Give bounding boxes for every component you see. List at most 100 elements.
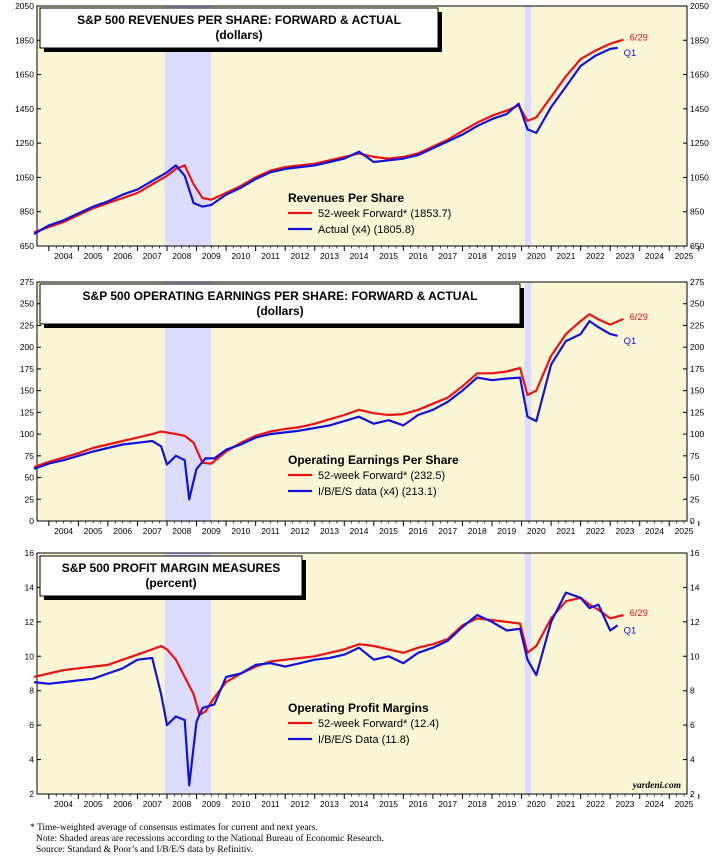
x-tick-label-2007: 2007 bbox=[143, 251, 162, 261]
y-tick-label-right: 225 bbox=[690, 320, 704, 330]
x-tick-label-2014: 2014 bbox=[350, 526, 369, 536]
x-tick-label-2006: 2006 bbox=[113, 251, 132, 261]
x-tick-label-2012: 2012 bbox=[290, 799, 309, 809]
series-line-forward bbox=[33, 38, 624, 234]
x-tick-label-2012: 2012 bbox=[290, 251, 309, 261]
series-line-actual bbox=[33, 46, 618, 235]
y-tick-label-left: 0 bbox=[29, 516, 34, 526]
x-tick-label-2017: 2017 bbox=[438, 799, 457, 809]
legend-label-actual: I/B/E/S Data (11.8) bbox=[318, 734, 410, 746]
x-tick-label-2008: 2008 bbox=[172, 251, 191, 261]
x-tick-label-2018: 2018 bbox=[468, 526, 487, 536]
y-tick-label-left: 1850 bbox=[15, 35, 34, 45]
y-tick-label-right: 650 bbox=[690, 241, 704, 251]
title-box bbox=[39, 555, 303, 597]
y-tick-label-left: 850 bbox=[20, 207, 34, 217]
x-tick-label-2023: 2023 bbox=[615, 251, 634, 261]
x-tick-label-2016: 2016 bbox=[409, 251, 428, 261]
chart-profit-margins: 2 2 4 4 6 6 8 8 10 10 12 12 14 14 16 16 2004 2005 2006 2007… bbox=[25, 548, 700, 809]
x-tick-label-2011: 2011 bbox=[261, 251, 280, 261]
y-tick-label-right: 4 bbox=[690, 755, 695, 765]
x-tick-label-2009: 2009 bbox=[202, 251, 221, 261]
series-line-actual bbox=[33, 320, 618, 501]
y-tick-label-left: 1450 bbox=[15, 104, 34, 114]
chart-title: S&P 500 PROFIT MARGIN MEASURES bbox=[62, 561, 280, 575]
y-tick-label-left: 10 bbox=[25, 651, 35, 661]
y-tick-label-left: 1050 bbox=[15, 172, 34, 182]
y-tick-label-right: 200 bbox=[690, 342, 704, 352]
chart-title: S&P 500 OPERATING EARNINGS PER SHARE: FO… bbox=[83, 289, 478, 303]
chart-operating-earnings-per-share: 0 0 25 25 50 50 75 75 100 100 125 125 150 150 175 175 20… bbox=[20, 277, 705, 536]
y-tick-label-left: 12 bbox=[25, 617, 35, 627]
series-line-actual bbox=[33, 591, 619, 787]
y-tick-label-right: 100 bbox=[690, 429, 704, 439]
x-tick-label-2018: 2018 bbox=[468, 799, 487, 809]
chart-subtitle: (dollars) bbox=[215, 28, 262, 42]
x-tick-label-2021: 2021 bbox=[556, 251, 575, 261]
footnote-recessions-note: Note: Shaded areas are recessions accord… bbox=[36, 834, 384, 844]
x-tick-label-2010: 2010 bbox=[231, 526, 250, 536]
x-tick-label-2016: 2016 bbox=[409, 799, 428, 809]
y-tick-label-left: 2050 bbox=[15, 1, 34, 11]
footnote-asterisk: * Time-weighted average of consensus est… bbox=[30, 823, 318, 833]
legend-label-actual: I/B/E/S data (x4) (213.1) bbox=[318, 486, 437, 498]
recession-band-1 bbox=[524, 6, 532, 246]
y-tick-label-left: 4 bbox=[29, 755, 34, 765]
end-label-quarter: Q1 bbox=[624, 336, 637, 347]
x-tick-label-2012: 2012 bbox=[290, 526, 309, 536]
plot-frame bbox=[36, 5, 688, 247]
title-box bbox=[39, 283, 521, 325]
y-tick-label-left: 1250 bbox=[15, 138, 34, 148]
x-tick-label-2013: 2013 bbox=[320, 799, 339, 809]
x-tick-label-2020: 2020 bbox=[527, 526, 546, 536]
x-tick-label-2004: 2004 bbox=[54, 526, 73, 536]
x-tick-label-2014: 2014 bbox=[350, 799, 369, 809]
x-tick-label-2010: 2010 bbox=[231, 251, 250, 261]
y-tick-label-left: 200 bbox=[20, 342, 34, 352]
plot-frame bbox=[36, 281, 688, 522]
x-tick-label-2011: 2011 bbox=[261, 526, 280, 536]
x-tick-label-2004: 2004 bbox=[54, 251, 73, 261]
x-tick-label-2020: 2020 bbox=[527, 799, 546, 809]
y-tick-label-right: 850 bbox=[690, 207, 704, 217]
x-tick-label-2016: 2016 bbox=[409, 526, 428, 536]
x-tick-label-2018: 2018 bbox=[468, 251, 487, 261]
x-tick-label-2024: 2024 bbox=[645, 799, 664, 809]
chart-title: S&P 500 REVENUES PER SHARE: FORWARD & AC… bbox=[77, 13, 401, 27]
x-tick-label-2015: 2015 bbox=[379, 251, 398, 261]
y-tick-label-right: 16 bbox=[690, 548, 700, 558]
x-tick-label-2006: 2006 bbox=[113, 526, 132, 536]
x-tick-label-2020: 2020 bbox=[527, 251, 546, 261]
y-tick-label-left: 8 bbox=[29, 686, 34, 696]
y-tick-label-right: 1650 bbox=[690, 70, 709, 80]
x-tick-label-2023: 2023 bbox=[615, 799, 634, 809]
y-tick-label-left: 6 bbox=[29, 720, 34, 730]
y-tick-label-left: 25 bbox=[25, 494, 35, 504]
x-tick-label-2009: 2009 bbox=[202, 799, 221, 809]
y-tick-label-left: 275 bbox=[20, 277, 34, 287]
end-label-date: 6/29 bbox=[629, 312, 648, 323]
legend-title: Operating Profit Margins bbox=[288, 701, 429, 715]
title-box bbox=[39, 7, 439, 49]
recession-band-1 bbox=[524, 553, 532, 794]
x-tick-label-2019: 2019 bbox=[497, 251, 516, 261]
x-tick-label-2019: 2019 bbox=[497, 799, 516, 809]
y-tick-label-right: 10 bbox=[690, 651, 700, 661]
x-tick-label-2015: 2015 bbox=[379, 799, 398, 809]
series-line-forward bbox=[33, 313, 624, 469]
legend-title: Operating Earnings Per Share bbox=[288, 453, 459, 467]
y-tick-label-left: 2 bbox=[29, 789, 34, 799]
x-tick-label-2008: 2008 bbox=[172, 799, 191, 809]
series-line-forward bbox=[33, 596, 624, 716]
y-tick-label-right: 25 bbox=[690, 494, 700, 504]
y-tick-label-left: 175 bbox=[20, 364, 34, 374]
y-tick-label-right: 175 bbox=[690, 364, 704, 374]
x-tick-label-2021: 2021 bbox=[556, 526, 575, 536]
y-tick-label-left: 650 bbox=[20, 241, 34, 251]
chart-revenues-per-share: 650 650 850 850 1050 1050 1250 1250 1450 1450 1650… bbox=[15, 1, 709, 261]
y-tick-label-left: 100 bbox=[20, 429, 34, 439]
y-tick-label-left: 1650 bbox=[15, 70, 34, 80]
recession-band-1 bbox=[524, 282, 532, 521]
y-tick-label-right: 1250 bbox=[690, 138, 709, 148]
